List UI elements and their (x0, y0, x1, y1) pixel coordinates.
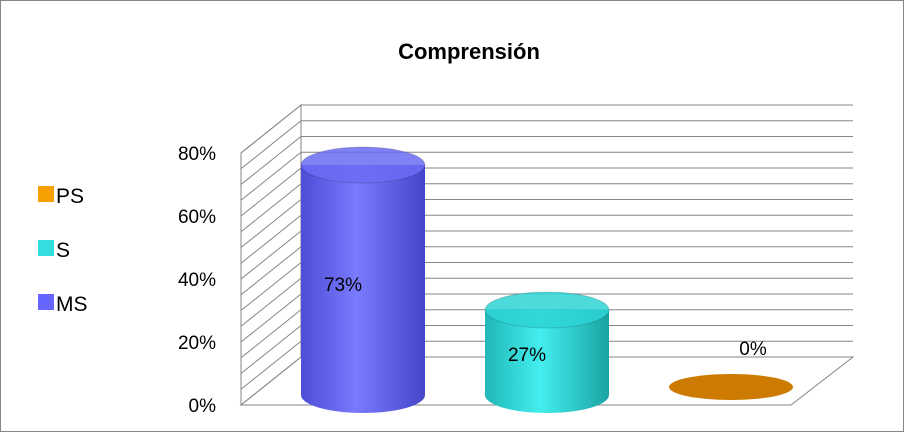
y-tick-label: 60% (178, 207, 216, 228)
legend-label: S (56, 239, 70, 262)
data-label-ps: 0% (739, 339, 767, 360)
chart-title: Comprensión (398, 39, 540, 64)
legend-item-ps: PS (38, 185, 84, 208)
data-labels: 73% 27% 0% (324, 275, 767, 366)
y-tick-label: 40% (178, 270, 216, 291)
bar-s (484, 291, 610, 413)
legend-item-ms: MS (38, 293, 88, 316)
y-tick-label: 80% (178, 144, 216, 165)
legend-swatch (38, 294, 54, 310)
y-axis-ticks: 0% 20% 40% 60% 80% (178, 144, 216, 417)
legend: PS S MS (38, 185, 88, 316)
gridline (240, 136, 853, 185)
legend-swatch (38, 240, 54, 256)
legend-item-s: S (38, 239, 70, 262)
gridline (240, 120, 853, 170)
bar-ms (300, 146, 426, 413)
y-tick-label: 0% (189, 396, 217, 417)
data-label-s: 27% (508, 345, 546, 366)
y-tick-label: 20% (178, 333, 216, 354)
floor (239, 356, 855, 406)
legend-label: PS (56, 185, 84, 208)
bar-ps (669, 374, 793, 400)
data-label-ms: 73% (324, 275, 362, 296)
bars (300, 146, 793, 413)
gridline (240, 104, 853, 154)
legend-label: MS (56, 293, 88, 316)
legend-swatch (38, 186, 54, 202)
